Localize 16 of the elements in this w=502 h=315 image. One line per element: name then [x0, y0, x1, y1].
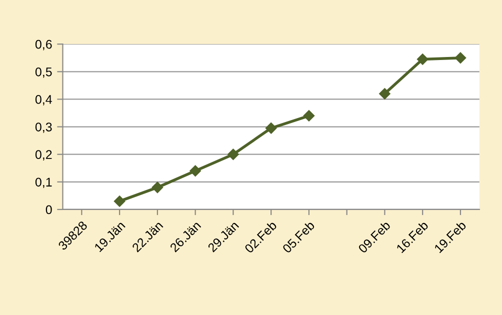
point	[190, 165, 201, 176]
point	[379, 88, 390, 100]
point	[454, 52, 466, 64]
point	[152, 182, 164, 194]
y-tick-label: 0,2	[35, 150, 52, 160]
y-tick-label: 0,6	[35, 40, 52, 50]
y-tick-label: 0,5	[35, 67, 52, 78]
y-tick-label: 0,1	[35, 178, 52, 188]
y-tick-label: 0,4	[35, 95, 52, 106]
point	[265, 122, 277, 134]
point	[114, 196, 126, 207]
point	[228, 148, 239, 160]
y-tick-label: 0	[46, 205, 52, 214]
y-tick-label: 0,3	[35, 122, 52, 133]
point	[416, 54, 428, 65]
point	[303, 110, 315, 122]
